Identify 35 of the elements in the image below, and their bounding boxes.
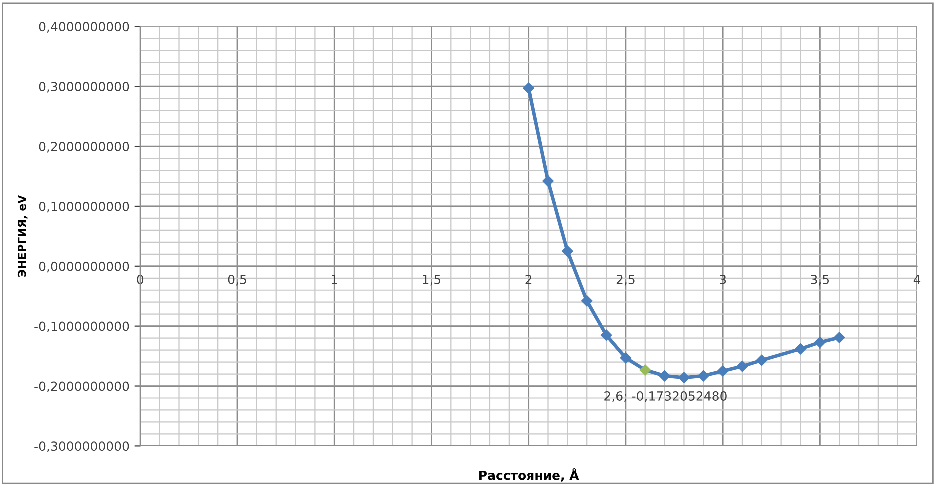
- y-tick-label: 0,2000000000: [39, 142, 130, 153]
- point: [659, 370, 670, 382]
- point: [834, 332, 846, 344]
- point: [600, 330, 612, 341]
- point: [736, 360, 748, 372]
- point: [814, 336, 826, 348]
- y-tick-label: -0,3000000000: [34, 442, 130, 452]
- y-axis-title: ЭНЕРГИЯ, eV: [18, 195, 28, 277]
- y-tick-label: 0,4000000000: [39, 22, 130, 33]
- point: [640, 364, 651, 376]
- point: [756, 354, 768, 366]
- y-tick-label: 0,3000000000: [39, 82, 130, 93]
- point: [582, 296, 593, 307]
- x-tick-label: 2,5: [616, 274, 635, 286]
- point: [562, 246, 574, 258]
- x-tick-label: 0,5: [228, 274, 246, 286]
- y-tick-label: 0,1000000000: [39, 202, 130, 213]
- point: [620, 352, 632, 364]
- x-tick-label: 3: [720, 274, 726, 284]
- y-tick-label: -0,1000000000: [34, 322, 130, 333]
- annotation: 2,6; -0,1732052480: [604, 391, 727, 402]
- x-tick-label: 1,5: [423, 275, 441, 286]
- point: [542, 176, 554, 187]
- x-tick-label: 3,5: [811, 274, 830, 286]
- y-tick-label: 0,0000000000: [39, 262, 130, 273]
- x-tick-label: 1: [332, 275, 338, 284]
- point: [795, 344, 806, 355]
- point: [717, 366, 729, 377]
- x-tick-label: 2: [526, 274, 532, 284]
- y-tick-label: -0,2000000000: [34, 382, 130, 392]
- point: [523, 82, 534, 94]
- point: [698, 370, 710, 382]
- x-tick-label: 4: [914, 275, 921, 284]
- x-axis-title: Расстояние, Å: [480, 468, 580, 482]
- point: [678, 372, 690, 384]
